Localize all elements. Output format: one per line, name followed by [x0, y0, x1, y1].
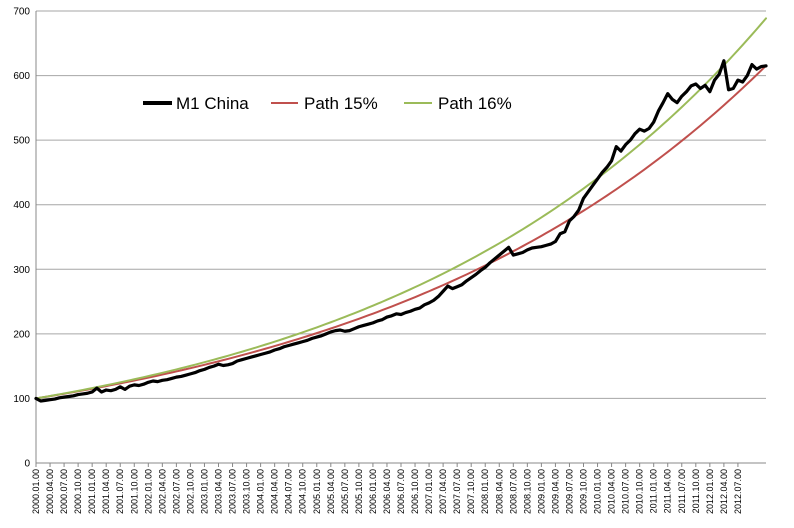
y-tick-label: 300: [13, 265, 30, 276]
y-tick-label: 700: [13, 7, 30, 18]
x-tick-label: 2005.07.00: [340, 469, 350, 514]
x-tick-label: 2000.10.00: [73, 469, 83, 514]
x-tick-label: 2008.10.00: [522, 469, 532, 514]
x-tick-label: 2007.07.00: [452, 469, 462, 514]
x-tick-label: 2008.04.00: [494, 469, 504, 514]
x-tick-label: 2004.01.00: [256, 469, 266, 514]
x-tick-label: 2011.04.00: [663, 469, 673, 513]
y-tick-label: 100: [13, 394, 30, 405]
x-tick-label: 2010.04.00: [607, 469, 617, 514]
legend-label: Path 16%: [438, 94, 512, 113]
y-axis-ticks: 0 100 200 300 400 500 600 700: [13, 7, 30, 470]
x-tick-label: 2007.01.00: [424, 469, 434, 514]
x-tick-label: 2003.07.00: [228, 469, 238, 514]
gridlines: [35, 10, 766, 464]
x-tick-label: 2004.07.00: [284, 469, 294, 514]
x-tick-label: 2002.01.00: [143, 469, 153, 514]
x-tick-label: 2010.01.00: [593, 469, 603, 514]
x-tick-label: 2001.07.00: [115, 469, 125, 514]
x-tick-label: 2002.04.00: [157, 469, 167, 514]
x-tick-label: 2011.01.00: [649, 469, 659, 513]
x-tick-label: 2003.01.00: [199, 469, 209, 514]
x-tick-label: 2005.04.00: [326, 469, 336, 514]
x-tick-label: 2002.10.00: [185, 469, 195, 514]
legend: M1 China Path 15% Path 16%: [143, 94, 512, 113]
x-axis: 2000.01.00 2000.04.00 2000.07.00 2000.10.00…: [31, 463, 743, 514]
x-tick-label: 2010.07.00: [621, 469, 631, 514]
x-tick-label: 2006.04.00: [382, 469, 392, 514]
legend-label: Path 15%: [304, 94, 378, 113]
x-tick-label: 2010.10.00: [635, 469, 645, 514]
x-tick-label: 2001.04.00: [101, 469, 111, 514]
y-tick-label: 200: [13, 329, 30, 340]
x-tick-label: 2001.01.00: [87, 469, 97, 514]
x-tick-label: 2005.01.00: [312, 469, 322, 514]
x-tick-label: 2002.07.00: [171, 469, 181, 514]
x-tick-label: 2000.01.00: [31, 469, 41, 514]
y-tick-label: 500: [13, 136, 30, 147]
series-lines: [34, 17, 768, 403]
x-tick-label: 2005.10.00: [354, 469, 364, 514]
x-tick-label: 2009.01.00: [536, 469, 546, 514]
x-tick-label: 2004.04.00: [270, 469, 280, 514]
series-line-path-15: [35, 64, 767, 400]
y-tick-label: 400: [13, 200, 30, 211]
series-line-path-16: [35, 17, 767, 400]
x-tick-label: 2003.04.00: [214, 469, 224, 514]
x-tick-label: 2007.10.00: [466, 469, 476, 514]
x-tick-label: 2001.10.00: [129, 469, 139, 514]
x-tick-label: 2011.10.00: [691, 469, 701, 513]
y-tick-label: 600: [13, 71, 30, 82]
series-line-m1-china: [34, 59, 768, 403]
y-tick-label: 0: [24, 459, 30, 470]
x-tick-label: 2006.10.00: [410, 469, 420, 514]
x-tick-label: 2012.04.00: [719, 469, 729, 514]
x-tick-label: 2012.01.00: [705, 469, 715, 514]
x-tick-label: 2006.07.00: [396, 469, 406, 514]
x-tick-label: 2008.07.00: [508, 469, 518, 514]
x-tick-label: 2007.04.00: [438, 469, 448, 514]
x-tick-label: 2004.10.00: [298, 469, 308, 514]
x-tick-label: 2000.07.00: [59, 469, 69, 514]
x-tick-label: 2008.01.00: [480, 469, 490, 514]
x-tick-label: 2012.07.00: [733, 469, 743, 514]
x-tick-label: 2009.10.00: [579, 469, 589, 514]
x-tick-label: 2009.07.00: [564, 469, 574, 514]
x-tick-label: 2006.01.00: [368, 469, 378, 514]
x-tick-label: 2011.07.00: [677, 469, 687, 513]
x-tick-label: 2000.04.00: [45, 469, 55, 514]
legend-label: M1 China: [176, 94, 249, 113]
x-tick-label: 2003.10.00: [242, 469, 252, 514]
x-tick-label: 2009.04.00: [550, 469, 560, 514]
